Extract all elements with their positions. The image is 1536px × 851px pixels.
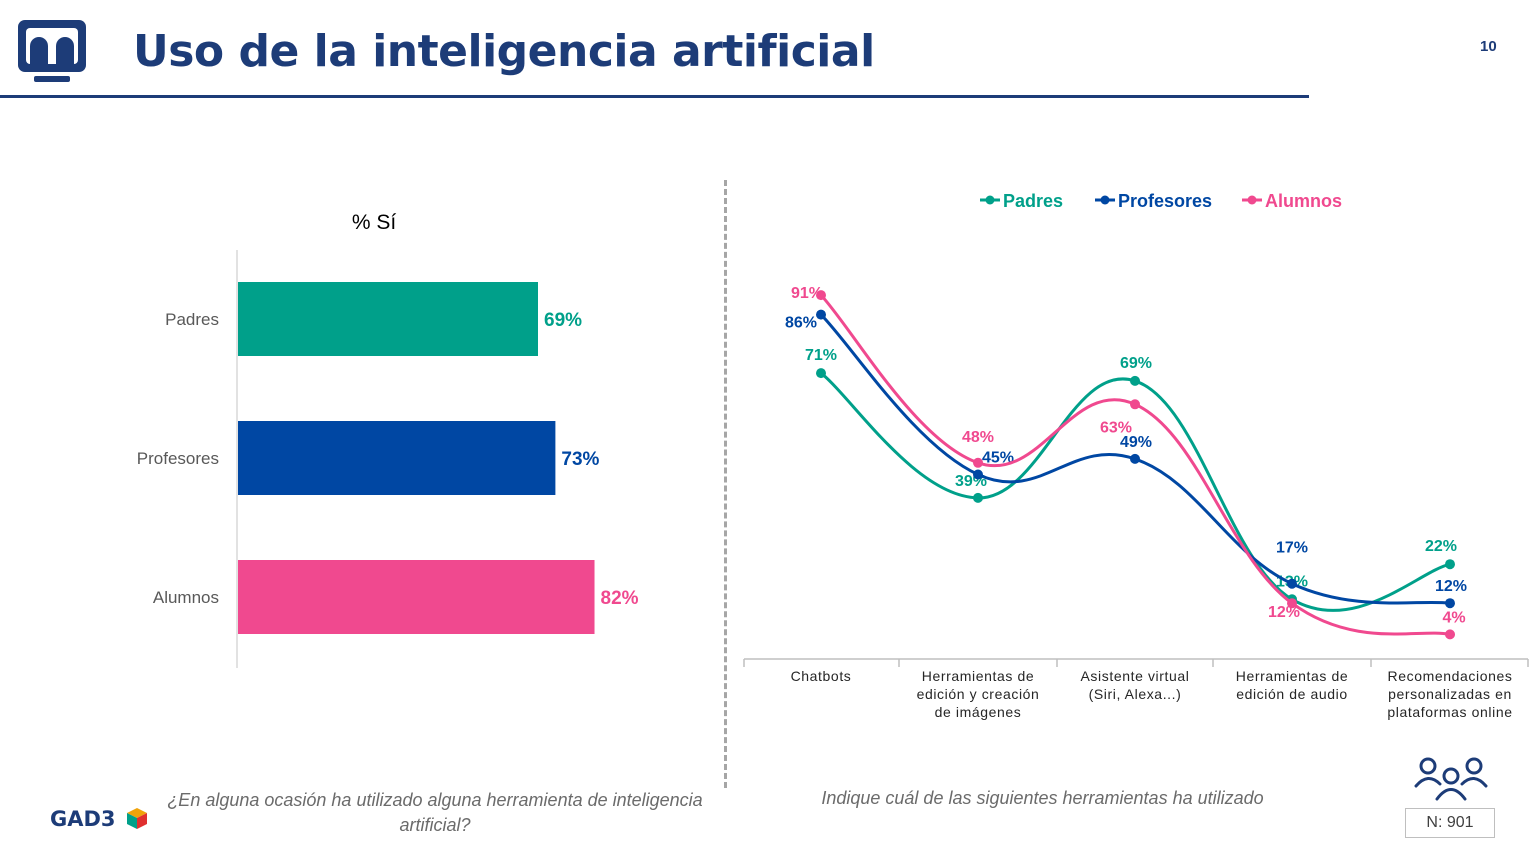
bar-profesores (238, 421, 556, 495)
monitor-logo-icon (18, 20, 86, 82)
point-label-padres: 71% (805, 347, 837, 364)
series-line-profesores (819, 313, 1451, 605)
point-padres (1445, 559, 1455, 570)
legend-label-alumnos: Alumnos (1265, 191, 1342, 211)
legend-marker-padres (985, 195, 995, 205)
point-profesores (973, 469, 983, 480)
series-line-alumnos (819, 294, 1451, 636)
point-label-profesores: 86% (785, 315, 817, 332)
point-profesores (1130, 453, 1140, 464)
point-label-padres: 22% (1425, 538, 1457, 555)
panel-divider (724, 180, 727, 788)
point-padres (973, 492, 983, 503)
point-alumnos (973, 457, 983, 468)
point-label-profesores: 12% (1435, 578, 1467, 595)
x-category-label: Herramientas de edición y creación de imág… (917, 668, 1040, 720)
point-label-alumnos: 12% (1268, 604, 1300, 621)
point-alumnos (1445, 629, 1455, 640)
point-profesores (816, 309, 826, 320)
bar-category-label: Padres (165, 310, 219, 329)
x-category-label: Asistente virtual (Siri, Alexa...) (1080, 668, 1189, 702)
point-padres (1130, 375, 1140, 386)
point-label-alumnos: 63% (1100, 419, 1132, 436)
legend-item-alumnos: Alumnos (1242, 191, 1342, 211)
x-category-label: Herramientas de edición de audio (1236, 668, 1349, 702)
brand-text: GAD3 (50, 807, 116, 831)
bar-category-label: Alumnos (153, 588, 219, 607)
legend-marker-alumnos (1247, 195, 1257, 205)
point-label-alumnos: 48% (962, 429, 994, 446)
point-label-padres: 69% (1120, 355, 1152, 372)
point-label-alumnos: 4% (1442, 609, 1465, 626)
right-question-text: Indique cuál de las siguientes herramien… (821, 788, 1264, 808)
bar-padres (238, 282, 538, 356)
cube-icon (127, 808, 147, 829)
legend-label-profesores: Profesores (1118, 191, 1212, 211)
left-question-text: ¿En alguna ocasión ha utilizado alguna h… (167, 790, 703, 835)
point-padres (816, 368, 826, 379)
point-alumnos (1287, 598, 1297, 609)
gad3-logo: GAD3 (50, 807, 147, 831)
x-category-label: Recomendaciones personalizadas en platafor… (1387, 668, 1512, 720)
point-profesores (1445, 598, 1455, 609)
point-label-profesores: 45% (982, 450, 1014, 467)
page-number: 10 (1480, 38, 1497, 55)
header-rule (0, 95, 1309, 98)
point-profesores (1287, 578, 1297, 589)
page-title: Uso de la inteligencia artificial (133, 26, 875, 77)
point-label-profesores: 17% (1276, 540, 1308, 557)
point-alumnos (1130, 399, 1140, 410)
x-category-label: Chatbots (791, 668, 852, 684)
bar-value-label: 73% (561, 449, 599, 470)
bar-category-label: Profesores (137, 449, 219, 468)
bar-alumnos (238, 560, 595, 634)
bar-chart-title: % Sí (352, 211, 397, 234)
legend-item-padres: Padres (980, 191, 1063, 211)
legend-item-profesores: Profesores (1095, 191, 1212, 211)
point-alumnos (816, 290, 826, 301)
people-group-icon (1414, 757, 1488, 801)
sample-size-badge: N: 901 (1405, 808, 1495, 838)
bar-value-label: 69% (544, 310, 582, 331)
legend-marker-profesores (1100, 195, 1110, 205)
legend-label-padres: Padres (1003, 191, 1063, 211)
bar-value-label: 82% (601, 588, 639, 609)
bar-chart: % Sí Padres 69% Profesores 73% Alumnos 82% (137, 211, 639, 668)
point-label-profesores: 49% (1120, 434, 1152, 451)
point-label-alumnos: 91% (791, 285, 823, 302)
